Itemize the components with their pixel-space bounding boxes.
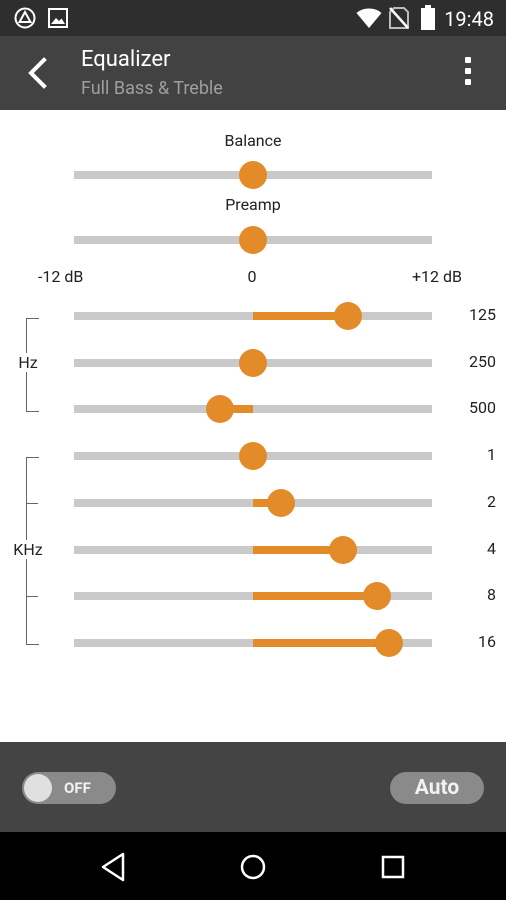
band-slider[interactable] (74, 536, 432, 564)
slider-track (74, 405, 432, 413)
band-slider[interactable] (74, 582, 432, 610)
back-triangle-icon[interactable] (96, 850, 130, 884)
band-slider[interactable] (74, 302, 432, 330)
band-slider[interactable] (74, 349, 432, 377)
band-frequency-label: 2 (487, 492, 496, 511)
slider-thumb[interactable] (267, 489, 296, 517)
band-slider[interactable] (74, 629, 432, 657)
bottom-bar: OFF Auto (0, 742, 506, 832)
band-frequency-label: 16 (478, 632, 496, 651)
slider-fill (253, 499, 282, 507)
slider-fill (253, 312, 349, 320)
khz-bracket-tick (26, 503, 38, 504)
battery-icon (421, 5, 435, 30)
slider-thumb[interactable] (239, 349, 267, 377)
hz-group-label: Hz (14, 353, 42, 372)
slider-thumb[interactable] (239, 226, 267, 254)
page-subtitle: Full Bass & Treble (81, 78, 223, 99)
navigation-bar (0, 832, 506, 900)
band-frequency-label: 1 (487, 445, 496, 464)
slider-thumb[interactable] (334, 302, 363, 330)
preamp-label: Preamp (225, 195, 281, 214)
band-frequency-label: 4 (487, 539, 496, 558)
slider-thumb[interactable] (206, 395, 235, 423)
overflow-menu-icon[interactable] (456, 54, 480, 92)
band-slider[interactable] (74, 395, 432, 423)
slider-fill (220, 405, 253, 413)
slider-thumb[interactable] (239, 161, 267, 189)
scale-max-label: +12 dB (411, 267, 462, 286)
slider-fill (253, 592, 377, 600)
auto-button[interactable]: Auto (390, 772, 484, 804)
equalizer-panel: Balance Preamp -12 dB 0 +12 dB Hz KHz 12… (0, 110, 506, 742)
home-circle-icon[interactable] (236, 850, 270, 884)
no-signal-icon (389, 7, 409, 29)
app-notification-icon (14, 7, 36, 29)
slider-thumb[interactable] (328, 536, 357, 564)
band-slider[interactable] (74, 489, 432, 517)
band-frequency-label: 125 (469, 305, 496, 324)
equalizer-toggle[interactable]: OFF (22, 772, 116, 804)
back-arrow-icon[interactable] (22, 56, 56, 90)
slider-thumb[interactable] (362, 582, 391, 610)
toggle-label: OFF (64, 779, 91, 797)
clock: 19:48 (444, 7, 494, 31)
khz-bracket-tick (26, 596, 38, 597)
band-frequency-label: 8 (487, 585, 496, 604)
wifi-icon (356, 8, 382, 28)
balance-slider[interactable] (74, 161, 432, 189)
balance-label: Balance (224, 131, 282, 150)
slider-fill (253, 546, 343, 554)
status-bar: 19:48 (0, 0, 506, 36)
slider-fill (253, 639, 389, 647)
slider-thumb[interactable] (239, 442, 267, 470)
scale-zero-label: 0 (247, 267, 257, 286)
recents-square-icon[interactable] (376, 850, 410, 884)
band-slider[interactable] (74, 442, 432, 470)
scale-min-label: -12 dB (38, 267, 84, 286)
band-frequency-label: 500 (469, 398, 496, 417)
app-bar: Equalizer Full Bass & Treble (0, 36, 506, 110)
page-title: Equalizer (81, 47, 171, 72)
khz-group-label: KHz (6, 540, 50, 559)
preamp-slider[interactable] (74, 226, 432, 254)
toggle-knob[interactable] (24, 774, 52, 802)
band-frequency-label: 250 (469, 352, 496, 371)
image-notification-icon (48, 8, 68, 28)
slider-thumb[interactable] (374, 629, 403, 657)
